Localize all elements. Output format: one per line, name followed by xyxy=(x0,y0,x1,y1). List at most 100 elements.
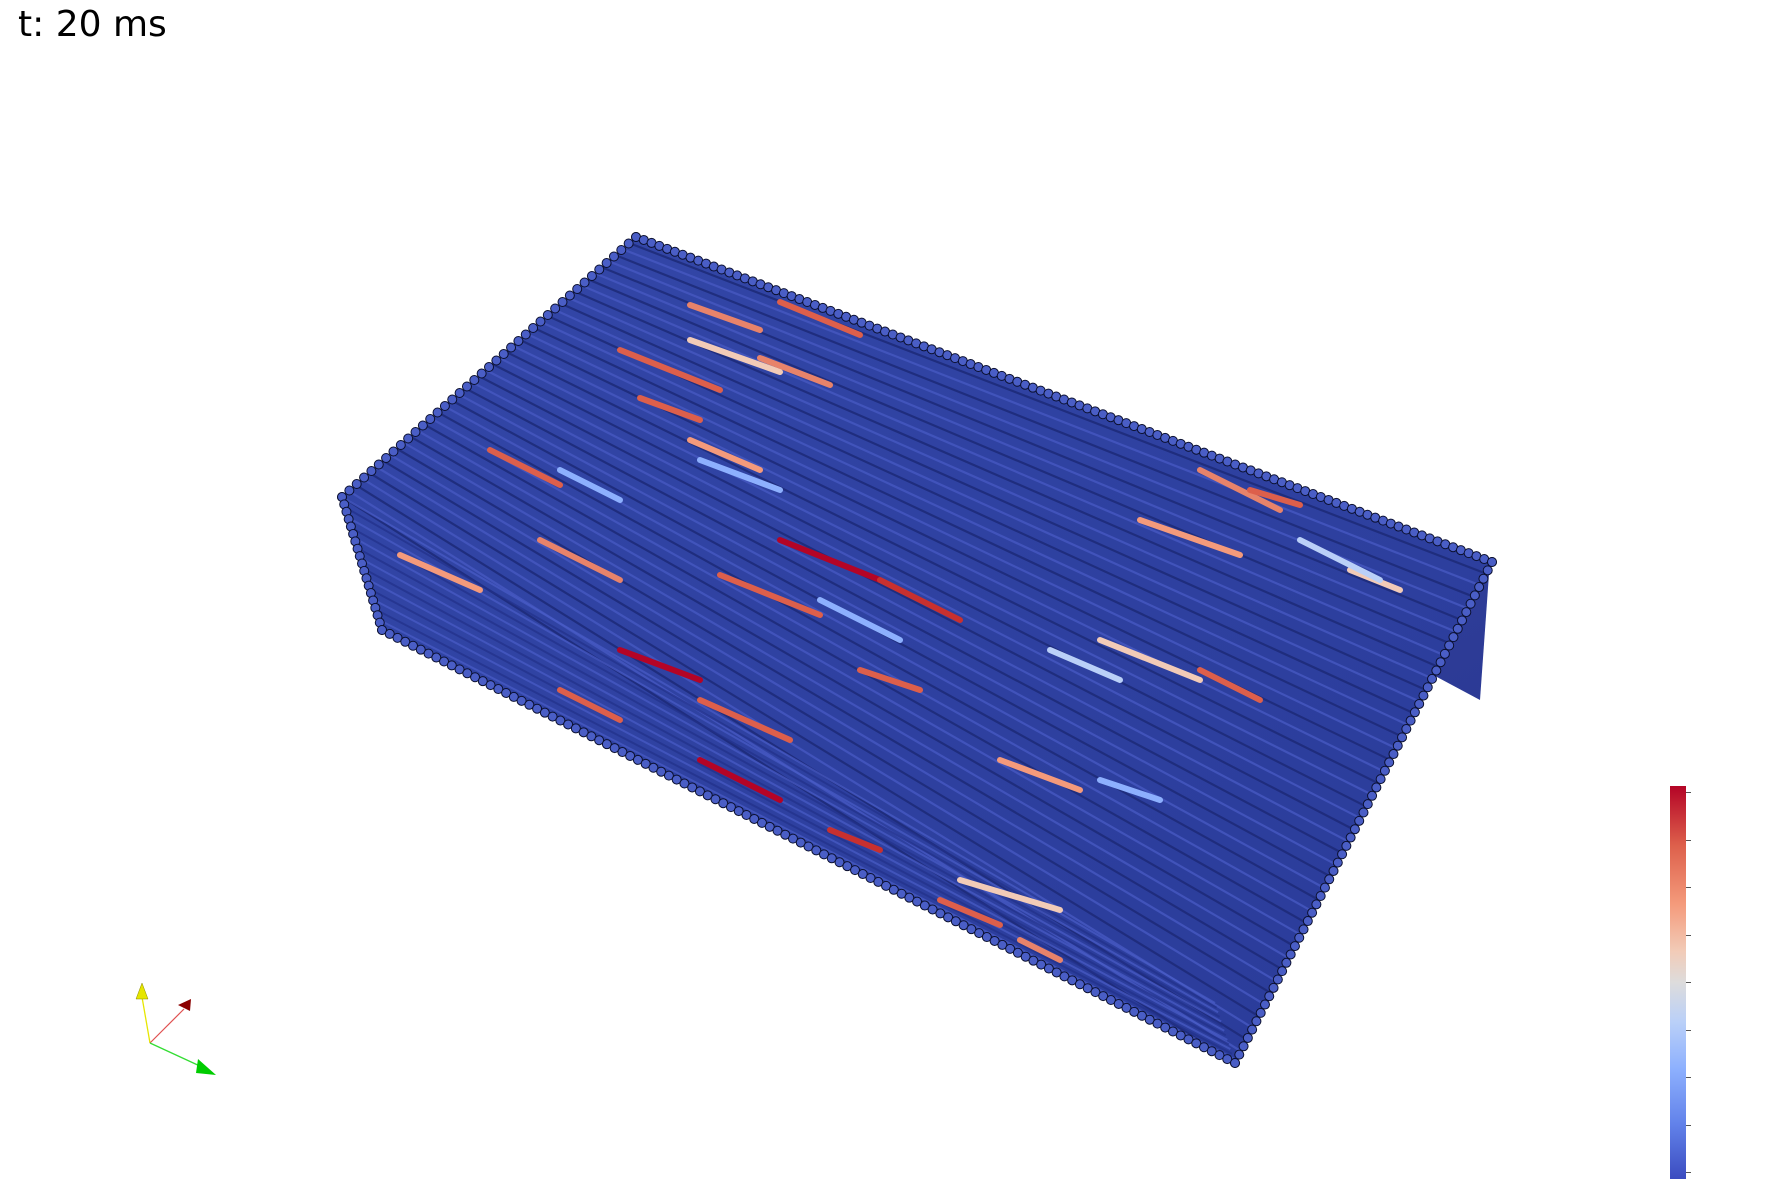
particle xyxy=(1444,640,1455,651)
particle xyxy=(1028,955,1039,966)
fiber-row xyxy=(347,516,1219,1014)
particle xyxy=(477,676,488,687)
particle xyxy=(1452,623,1463,634)
fiber-row xyxy=(512,344,1385,773)
fiber-row xyxy=(363,567,1227,1037)
particle xyxy=(966,924,977,935)
particle xyxy=(1059,971,1070,982)
z-axis-cone xyxy=(196,1059,216,1075)
particle xyxy=(1307,907,1318,918)
particle xyxy=(1152,1018,1163,1029)
fiber-row xyxy=(359,557,1225,1032)
fiber-row xyxy=(341,496,1216,1004)
particle xyxy=(1251,1016,1262,1027)
particle xyxy=(1392,740,1403,751)
particle xyxy=(795,837,806,848)
particle xyxy=(461,381,472,392)
particle xyxy=(1005,943,1016,954)
particle xyxy=(648,762,659,773)
particle xyxy=(1324,874,1335,885)
stress-streak xyxy=(557,687,623,723)
particle xyxy=(850,865,861,876)
stress-streak xyxy=(997,757,1083,793)
fiber-row xyxy=(409,435,1296,948)
fiber-row xyxy=(580,284,1445,657)
particle xyxy=(1272,974,1283,985)
particle xyxy=(1222,1054,1233,1065)
particle xyxy=(811,845,822,856)
colorbar-tick xyxy=(1686,792,1691,793)
particle xyxy=(919,900,930,911)
particle xyxy=(1358,807,1369,818)
colorbar-gradient xyxy=(1670,786,1686,1179)
particle xyxy=(432,407,443,418)
particle xyxy=(834,857,845,868)
fiber-row xyxy=(350,526,1221,1018)
particle xyxy=(535,316,546,327)
particle xyxy=(623,238,634,249)
particle xyxy=(912,896,923,907)
particle xyxy=(359,472,370,483)
particle xyxy=(506,342,517,353)
particle xyxy=(1144,1014,1155,1025)
fiber-row xyxy=(375,465,1266,1006)
fiber-row xyxy=(353,537,1222,1023)
stress-streak xyxy=(697,457,783,493)
colorbar-tick xyxy=(1686,1029,1691,1031)
particle xyxy=(1461,607,1472,618)
stress-streak xyxy=(827,827,883,853)
particle xyxy=(388,446,399,457)
particle xyxy=(997,939,1008,950)
colorbar-tick xyxy=(1686,839,1691,841)
particle xyxy=(395,440,406,450)
stress-streaks xyxy=(397,299,1403,963)
particle xyxy=(563,719,574,730)
particle xyxy=(501,687,512,698)
fiber-row xyxy=(356,547,1224,1027)
particle xyxy=(1332,857,1343,868)
particle xyxy=(819,849,830,860)
particle xyxy=(1281,957,1292,968)
stress-streak xyxy=(877,577,963,623)
particle xyxy=(1302,916,1313,927)
x-axis-line xyxy=(149,1008,185,1044)
fiber-row xyxy=(553,308,1421,703)
particle xyxy=(1105,995,1116,1006)
fiber-row xyxy=(389,453,1278,983)
particle xyxy=(550,303,561,314)
particle xyxy=(454,664,465,675)
colorbar-tick xyxy=(1686,1172,1691,1173)
stress-streak xyxy=(697,757,783,803)
stress-streak xyxy=(397,552,483,593)
particle xyxy=(447,394,458,405)
particle xyxy=(1234,1049,1245,1060)
particle xyxy=(491,355,502,366)
particle xyxy=(981,932,992,943)
particle xyxy=(344,485,355,496)
particle xyxy=(557,297,568,307)
fiber-row xyxy=(471,381,1350,843)
particle xyxy=(1401,724,1412,734)
particle xyxy=(1371,782,1382,793)
fiber-row xyxy=(464,387,1344,855)
particle xyxy=(640,758,651,769)
particle xyxy=(1482,565,1493,576)
particle xyxy=(570,723,581,734)
particle xyxy=(1175,1030,1186,1041)
particle xyxy=(1465,598,1476,609)
particle xyxy=(1268,982,1279,993)
particle xyxy=(1255,1007,1266,1018)
particle xyxy=(1082,983,1093,994)
particle xyxy=(725,802,736,813)
particle xyxy=(1384,757,1395,768)
stress-streak xyxy=(1197,667,1263,703)
stress-streak xyxy=(1097,777,1163,803)
particle xyxy=(1020,951,1031,962)
particle xyxy=(555,715,566,726)
particle xyxy=(663,770,674,781)
time-label: t: 20 ms xyxy=(18,4,167,45)
particle xyxy=(1129,1006,1140,1017)
fiber-row xyxy=(485,369,1362,820)
particle xyxy=(498,349,509,359)
